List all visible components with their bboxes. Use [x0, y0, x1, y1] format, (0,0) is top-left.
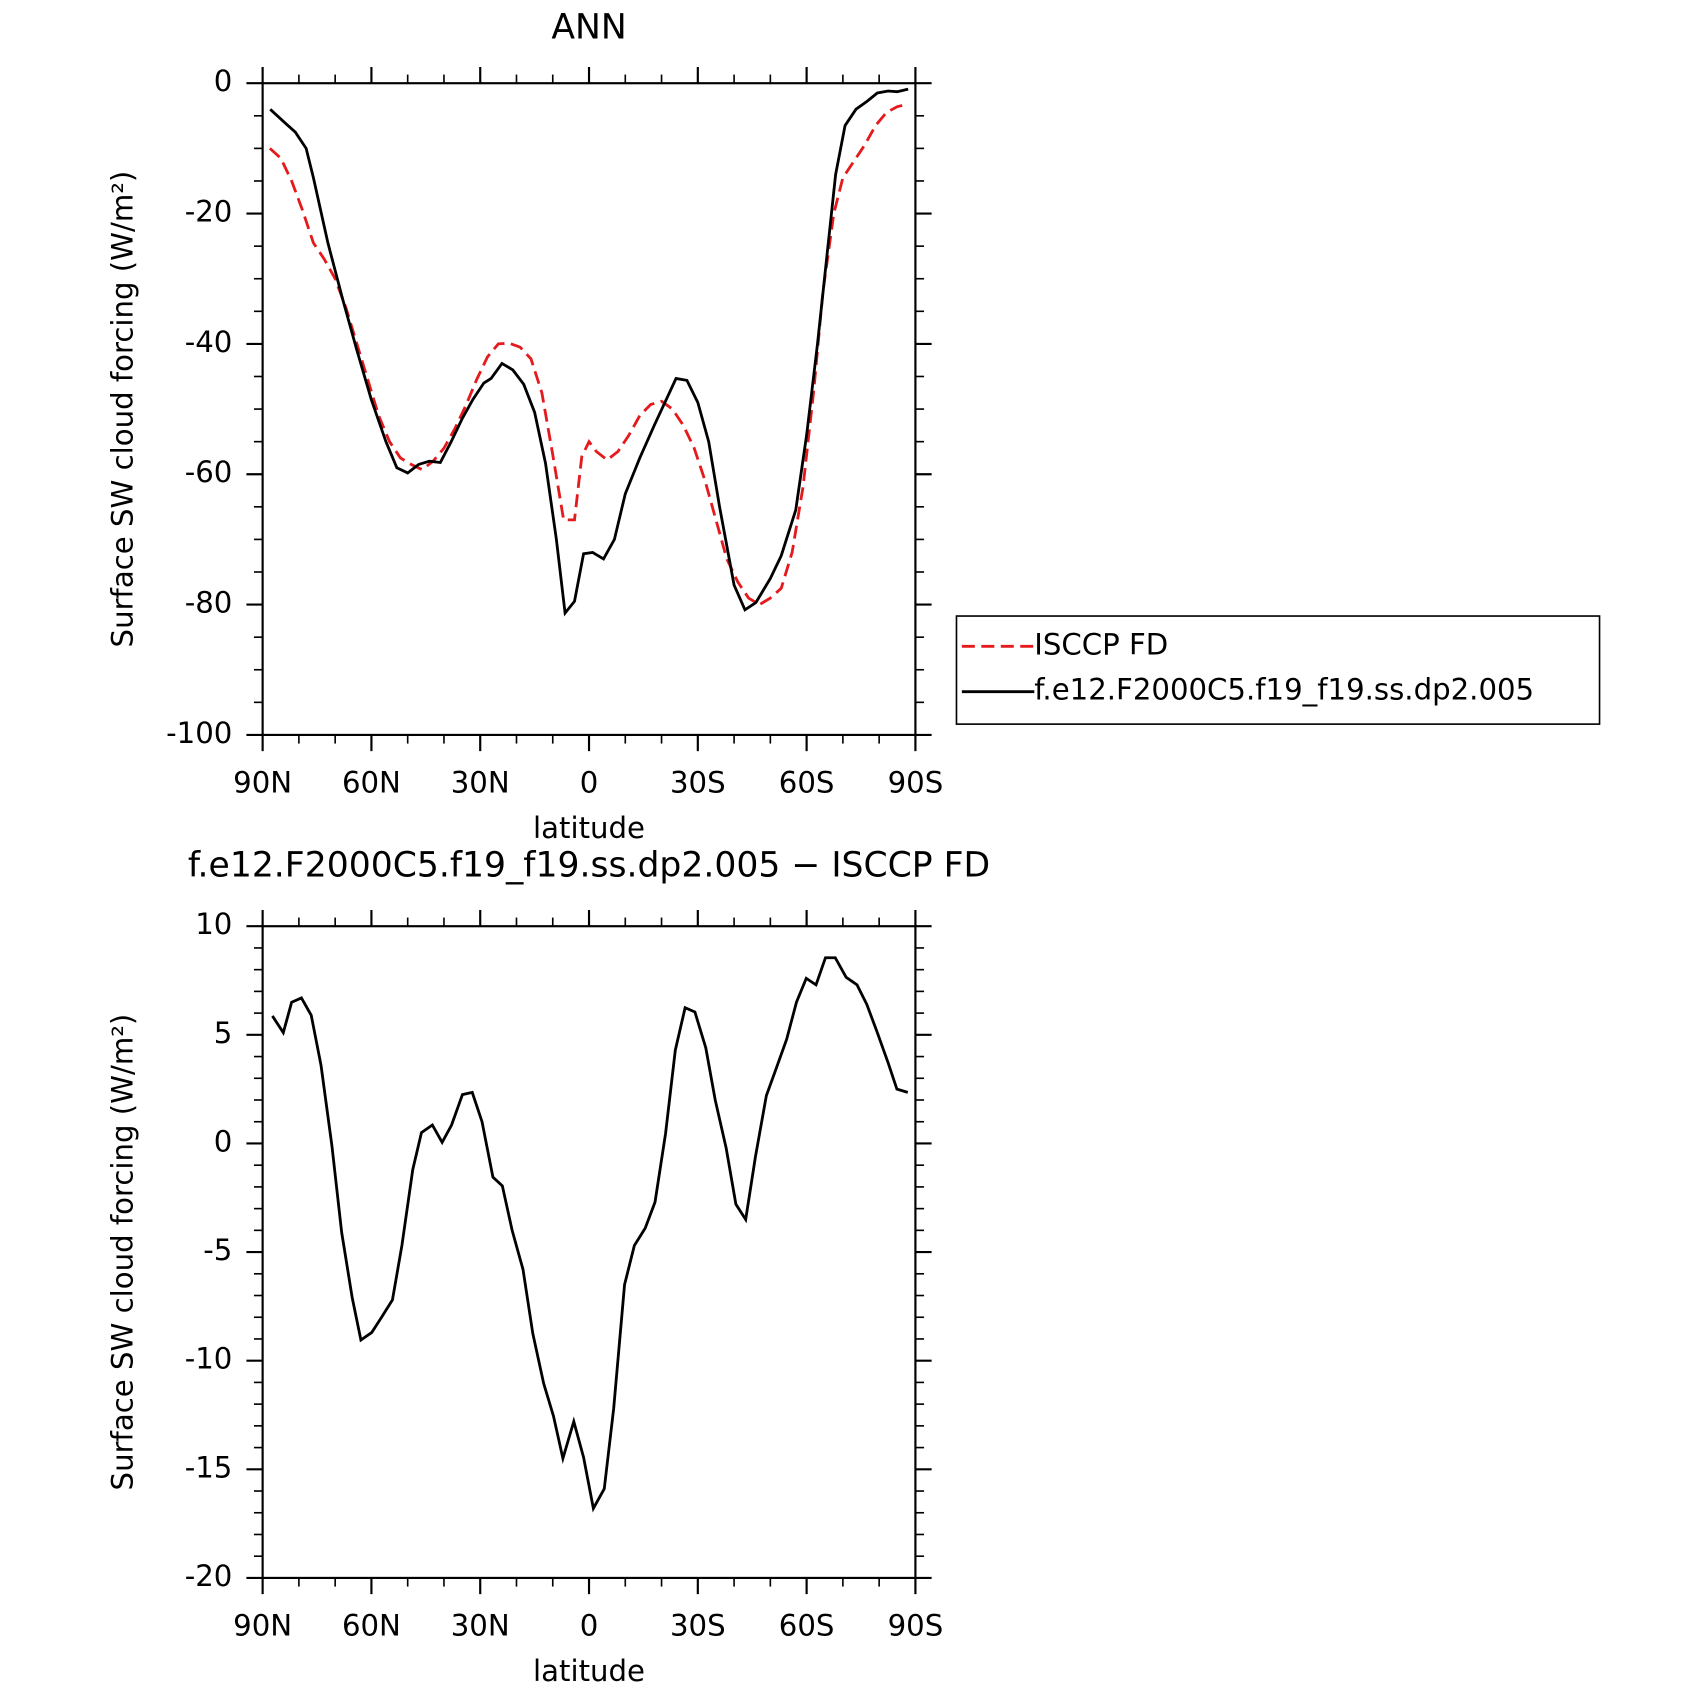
- x-tick-label: 0: [580, 1609, 599, 1643]
- legend-label: ISCCP FD: [1034, 627, 1168, 661]
- x-tick-label: 90S: [888, 1609, 944, 1643]
- x-tick-label: 90N: [233, 766, 292, 800]
- legend-label: f.e12.F2000C5.f19_f19.ss.dp2.005: [1034, 673, 1534, 707]
- y-tick-label: -15: [185, 1450, 233, 1484]
- data-line: [269, 87, 909, 617]
- y-tick-label: 0: [214, 64, 233, 98]
- plot-frame: [261, 82, 917, 737]
- legend-box: [955, 615, 1601, 725]
- x-tick-label: 0: [580, 766, 599, 800]
- y-tick-label: -20: [185, 1559, 233, 1593]
- y-tick-label: -100: [166, 716, 232, 750]
- y-tick-label: -10: [185, 1342, 233, 1376]
- x-tick-label: 30S: [670, 766, 726, 800]
- x-tick-label: 60N: [342, 766, 401, 800]
- y-tick-label: -80: [185, 586, 233, 620]
- y-tick-label: -60: [185, 455, 233, 489]
- chart-title: f.e12.F2000C5.f19_f19.ss.dp2.005 − ISCCP…: [188, 845, 990, 885]
- y-axis-label: Surface SW cloud forcing (W/m²): [105, 1014, 139, 1491]
- y-tick-label: 5: [214, 1016, 233, 1050]
- x-tick-label: 90S: [888, 766, 944, 800]
- y-tick-label: -5: [203, 1233, 232, 1267]
- data-line: [271, 956, 909, 1513]
- data-line: [268, 102, 909, 607]
- chart-title: ANN: [551, 8, 626, 48]
- y-tick-label: -40: [185, 325, 233, 359]
- x-axis-label: latitude: [533, 811, 645, 845]
- y-tick-label: 10: [195, 907, 232, 941]
- x-axis-label: latitude: [533, 1654, 645, 1686]
- x-tick-label: 60S: [779, 1609, 835, 1643]
- y-axis-label: Surface SW cloud forcing (W/m²): [105, 171, 139, 648]
- y-tick-label: -20: [185, 195, 233, 229]
- x-tick-label: 30S: [670, 1609, 726, 1643]
- x-tick-label: 30N: [451, 766, 510, 800]
- y-tick-label: 0: [214, 1124, 233, 1158]
- x-tick-label: 90N: [233, 1609, 292, 1643]
- x-tick-label: 60N: [342, 1609, 401, 1643]
- x-tick-label: 60S: [779, 766, 835, 800]
- x-tick-label: 30N: [451, 1609, 510, 1643]
